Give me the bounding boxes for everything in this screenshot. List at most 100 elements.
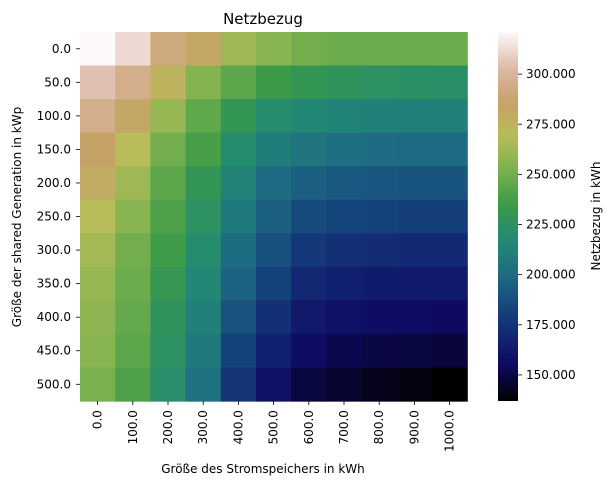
heatmap-cell bbox=[361, 199, 398, 234]
heatmap-cell bbox=[115, 199, 151, 234]
heatmap-cell bbox=[220, 132, 257, 167]
heatmap-cell bbox=[291, 65, 327, 100]
heatmap-cell bbox=[220, 99, 257, 134]
heatmap-cell bbox=[256, 300, 292, 335]
heatmap-cell bbox=[256, 367, 292, 402]
heatmap-cell bbox=[326, 32, 363, 67]
x-tick-label: 700.0 bbox=[337, 410, 351, 444]
heatmap-cell bbox=[291, 32, 327, 67]
heatmap-cell bbox=[326, 333, 363, 369]
heatmap-cell bbox=[150, 65, 187, 100]
y-tick-label: 500.0 bbox=[37, 377, 71, 391]
colorbar-tick-label: 225.000 bbox=[526, 218, 576, 232]
colorbar-tick-label: 275.000 bbox=[526, 117, 576, 131]
x-tick-label: 800.0 bbox=[372, 410, 386, 444]
heatmap-cell bbox=[256, 166, 292, 201]
heatmap-cell bbox=[185, 166, 222, 201]
heatmap-cell bbox=[291, 99, 327, 134]
x-tick-label: 0.0 bbox=[91, 410, 105, 429]
heatmap-cell bbox=[361, 132, 398, 167]
heatmap-cell bbox=[150, 266, 187, 301]
heatmap-cell bbox=[432, 300, 468, 335]
x-tick-label: 300.0 bbox=[196, 410, 210, 444]
heatmap-cell bbox=[185, 367, 222, 402]
colorbar-tick-label: 150.000 bbox=[526, 368, 576, 382]
colorbar-tick-label: 250.000 bbox=[526, 167, 576, 181]
heatmap-cell bbox=[326, 300, 363, 335]
heatmap-cell bbox=[80, 99, 116, 134]
colorbar-tick-label: 300.000 bbox=[526, 67, 576, 81]
heatmap-cell bbox=[185, 65, 222, 100]
y-tick-label: 300.0 bbox=[37, 243, 71, 257]
y-tick-label: 150.0 bbox=[37, 142, 71, 156]
y-tick-label: 250.0 bbox=[37, 210, 71, 224]
heatmap-cell bbox=[432, 166, 468, 201]
heatmap-cell bbox=[361, 32, 398, 67]
heatmap-cell bbox=[291, 132, 327, 167]
heatmap-cell bbox=[396, 367, 433, 402]
heatmap-cell bbox=[80, 266, 116, 301]
heatmap-cell bbox=[115, 266, 151, 301]
heatmap-cell bbox=[361, 266, 398, 301]
heatmap-cell bbox=[361, 300, 398, 335]
heatmap-cell bbox=[326, 99, 363, 134]
heatmap-cell bbox=[291, 333, 327, 369]
heatmap-cell bbox=[361, 65, 398, 100]
heatmap-cell bbox=[220, 166, 257, 201]
heatmap-cell bbox=[326, 367, 363, 402]
heatmap-cell bbox=[220, 266, 257, 301]
heatmap-cell bbox=[115, 166, 151, 201]
heatmap-cell bbox=[220, 300, 257, 335]
heatmap-cell bbox=[80, 367, 116, 402]
colorbar-tick-label: 200.000 bbox=[526, 268, 576, 282]
colorbar bbox=[498, 32, 518, 401]
heatmap-cell bbox=[150, 166, 187, 201]
heatmap-cell bbox=[396, 166, 433, 201]
heatmap-cell bbox=[80, 233, 116, 268]
heatmap-cell bbox=[220, 32, 257, 67]
heatmap-cell bbox=[220, 367, 257, 402]
y-axis-ticks: 0.0 50.0 100.0 150.0 200.0 250.0 300.0 350.0 400… bbox=[37, 42, 80, 391]
heatmap-cell bbox=[80, 65, 116, 100]
heatmap-cell bbox=[361, 367, 398, 402]
heatmap-cell bbox=[432, 99, 468, 134]
heatmap-cell bbox=[150, 300, 187, 335]
heatmap-cell bbox=[185, 32, 222, 67]
heatmap-cell bbox=[361, 99, 398, 134]
x-tick-label: 500.0 bbox=[267, 410, 281, 444]
heatmap-cell bbox=[396, 300, 433, 335]
heatmap-cell bbox=[150, 99, 187, 134]
colorbar-label: Netzbezug in kWh bbox=[589, 162, 603, 271]
heatmap-cell bbox=[256, 233, 292, 268]
heatmap-cell bbox=[432, 65, 468, 100]
x-tick-label: 900.0 bbox=[407, 410, 421, 444]
heatmap-cell bbox=[432, 333, 468, 369]
heatmap-cell bbox=[185, 99, 222, 134]
heatmap-cell bbox=[291, 199, 327, 234]
x-tick-label: 1000.0 bbox=[443, 410, 457, 452]
heatmap-cell bbox=[185, 266, 222, 301]
heatmap-cell bbox=[185, 233, 222, 268]
heatmap-cell bbox=[326, 199, 363, 234]
heatmap-cell bbox=[185, 199, 222, 234]
x-axis-ticks: 0.0 100.0 200.0 300.0 400.0 500.0 600.0 700.0 80… bbox=[91, 401, 457, 452]
x-tick-label: 400.0 bbox=[231, 410, 245, 444]
heatmap-cell bbox=[361, 233, 398, 268]
heatmap-cell bbox=[115, 333, 151, 369]
heatmap-cell bbox=[396, 199, 433, 234]
heatmap-cell bbox=[396, 266, 433, 301]
heatmap-cell bbox=[396, 65, 433, 100]
y-tick-label: 350.0 bbox=[37, 277, 71, 291]
heatmap-cell bbox=[256, 99, 292, 134]
heatmap-cell bbox=[115, 300, 151, 335]
heatmap-cell bbox=[150, 233, 187, 268]
heatmap-cell bbox=[291, 367, 327, 402]
heatmap-cell bbox=[256, 199, 292, 234]
heatmap-cell bbox=[150, 132, 187, 167]
heatmap-cell bbox=[80, 300, 116, 335]
heatmap-cell bbox=[115, 367, 151, 402]
heatmap-cell bbox=[115, 233, 151, 268]
heatmap-cell bbox=[80, 333, 116, 369]
